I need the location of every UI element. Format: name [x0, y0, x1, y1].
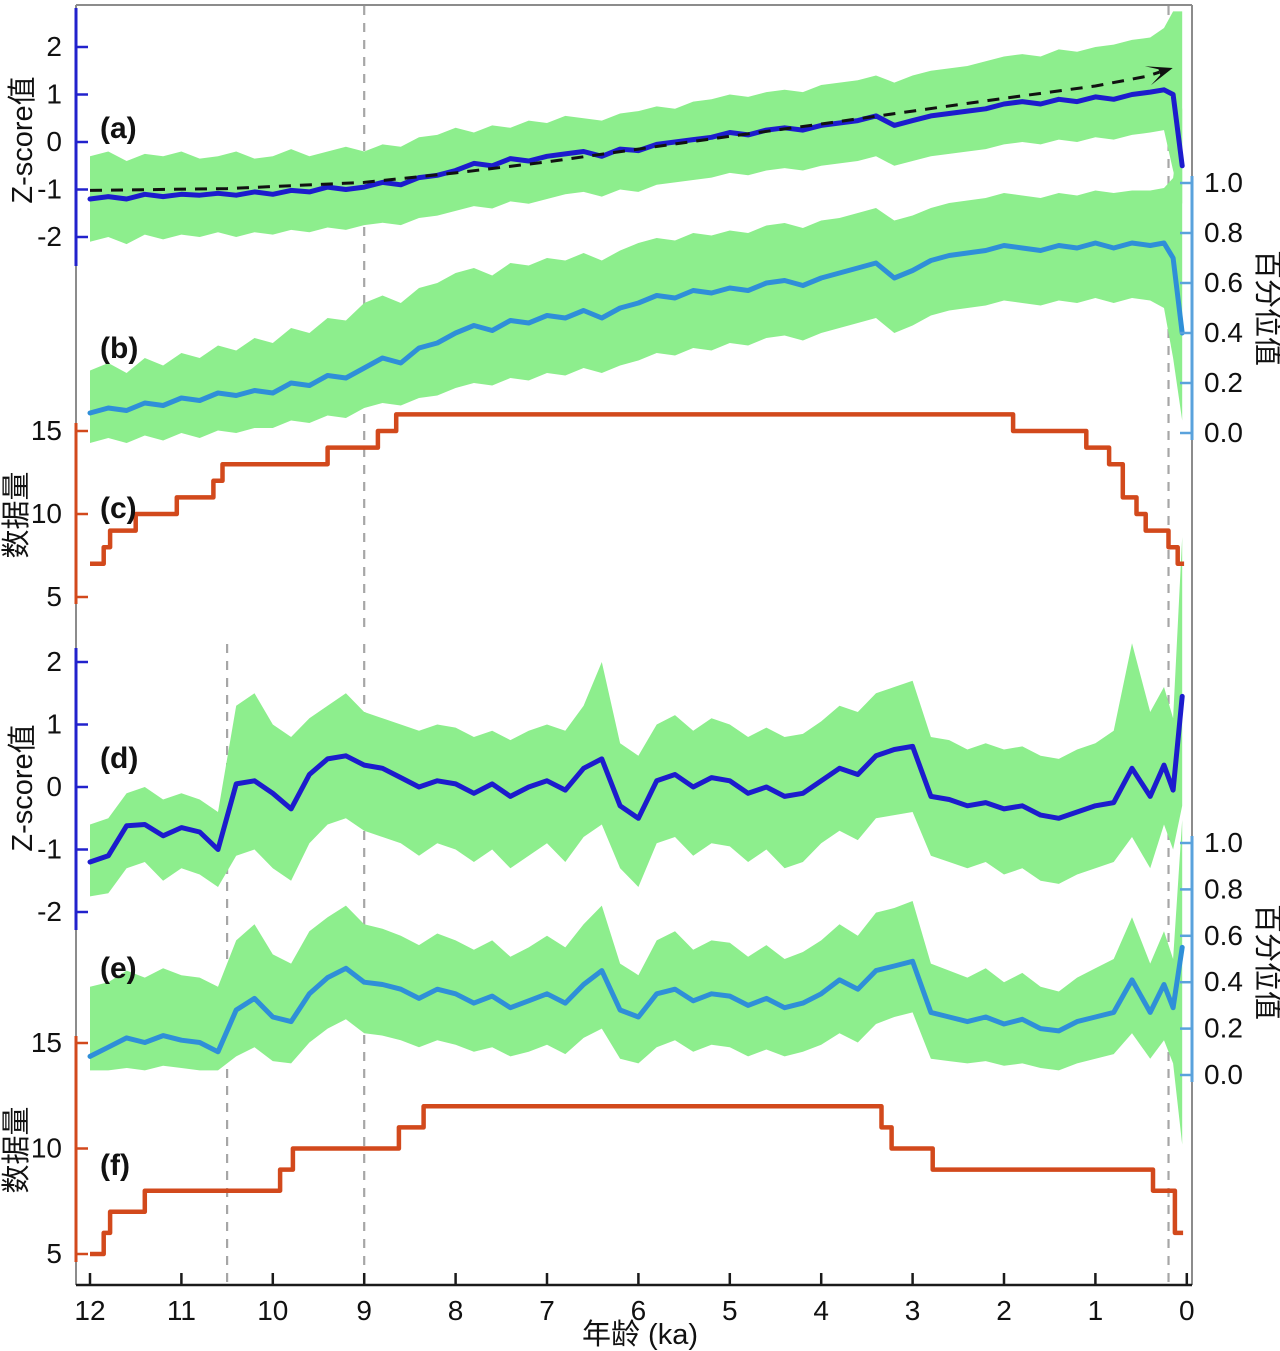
x-tick-label: 5: [722, 1295, 738, 1326]
y-axis-title-zscore-top: Z-score值: [6, 76, 39, 203]
trend-arrow-line: [89, 70, 1160, 192]
y-tick-label-d: -2: [37, 896, 62, 927]
y-tick-label-e: 0.6: [1204, 920, 1243, 951]
panel-b-mean-line: [87, 240, 1185, 416]
y-tick-label-d: 1: [46, 709, 62, 740]
x-tick-label: 12: [74, 1295, 105, 1326]
y-tick-label-b: 1.0: [1204, 167, 1243, 198]
y-tick-label-b: 0.2: [1204, 367, 1243, 398]
panel-d-mean-line: [87, 693, 1185, 865]
panel-c-count-step-line: [90, 412, 1185, 567]
x-tick-label: 0: [1179, 1295, 1195, 1326]
x-tick-label: 1: [1088, 1295, 1104, 1326]
panel-b-label: (b): [100, 332, 138, 365]
chart-render-root: 210-1-21.00.80.60.40.20.015105210-1-21.0…: [31, 4, 1243, 1326]
panel-b-uncertainty-band: [90, 108, 1183, 443]
panel-d-label: (d): [100, 742, 138, 775]
y-axis-title-percentile-top: 百分位值: [1251, 250, 1280, 366]
y-tick-label-e: 1.0: [1204, 827, 1243, 858]
trend-arrow-head: [1144, 66, 1173, 86]
panel-a-mean-line: [87, 87, 1185, 202]
x-tick-label: 3: [905, 1295, 921, 1326]
y-tick-label-b: 0.0: [1204, 417, 1243, 448]
x-tick-label: 9: [356, 1295, 372, 1326]
x-tick-label: 4: [813, 1295, 829, 1326]
y-tick-label-a: 2: [46, 31, 62, 62]
y-axis-title-count-bottom: 数据量: [0, 1106, 33, 1193]
panel-a-label: (a): [100, 112, 137, 145]
y-tick-label-a: 1: [46, 79, 62, 110]
panel-e-uncertainty-band: [90, 819, 1183, 1145]
y-tick-label-b: 0.8: [1204, 217, 1243, 248]
y-tick-label-a: -2: [37, 221, 62, 252]
y-tick-label-f: 15: [31, 1027, 62, 1058]
y-tick-label-d: 0: [46, 771, 62, 802]
y-tick-label-d: 2: [46, 646, 62, 677]
y-tick-label-c: 15: [31, 415, 62, 446]
x-tick-label: 6: [631, 1295, 647, 1326]
panel-d-uncertainty-band: [90, 537, 1183, 897]
y-axis-title-percentile-bottom: 百分位值: [1251, 904, 1280, 1020]
x-tick-label: 8: [448, 1295, 464, 1326]
y-axis-title-zscore-bottom: Z-score值: [6, 724, 39, 851]
y-tick-label-a: 0: [46, 126, 62, 157]
panel-c-label: (c): [100, 492, 137, 525]
y-axis-title-count-top: 数据量: [0, 471, 33, 558]
y-tick-label-f: 10: [31, 1133, 62, 1164]
y-tick-label-d: -1: [37, 834, 62, 865]
panel-f-count-step-line: [90, 1104, 1184, 1257]
y-tick-label-a: -1: [37, 174, 62, 205]
panel-f-label: (f): [100, 1149, 130, 1182]
y-tick-label-e: 0.0: [1204, 1059, 1243, 1090]
y-tick-label-f: 5: [46, 1238, 62, 1269]
panel-e-mean-line: [87, 944, 1185, 1059]
x-tick-label: 2: [996, 1295, 1012, 1326]
y-tick-label-e: 0.2: [1204, 1013, 1243, 1044]
y-tick-label-b: 0.6: [1204, 267, 1243, 298]
x-tick-label: 11: [167, 1295, 196, 1326]
y-tick-label-b: 0.4: [1204, 317, 1243, 348]
y-tick-label-c: 10: [31, 498, 62, 529]
x-axis-title: 年龄 (ka): [582, 1318, 698, 1351]
x-tick-label: 10: [257, 1295, 288, 1326]
panel-e-label: (e): [100, 952, 137, 985]
y-tick-label-c: 5: [46, 581, 62, 612]
x-tick-label: 7: [539, 1295, 555, 1326]
y-tick-label-e: 0.4: [1204, 966, 1243, 997]
y-tick-label-e: 0.8: [1204, 873, 1243, 904]
